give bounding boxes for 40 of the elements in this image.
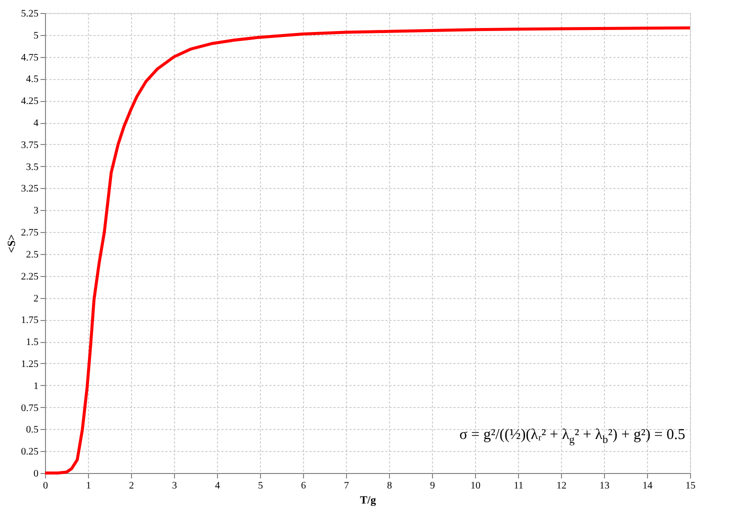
y-tick-label: 2	[34, 293, 38, 304]
x-axis-title: T/g	[360, 494, 376, 506]
y-tick-label: 2.75	[21, 228, 38, 239]
y-tick-label: 0.75	[21, 402, 38, 414]
y-tick-label: 4	[34, 118, 38, 130]
y-tick-label: 3.75	[21, 140, 38, 151]
y-tick-label: 0.25	[21, 446, 38, 458]
y-tick-label: 3.5	[26, 162, 38, 173]
y-tick-label: 1.25	[21, 358, 38, 370]
y-tick-label: 2.25	[21, 271, 38, 282]
x-tick-label: 8	[387, 480, 392, 492]
y-tick-label: 3	[34, 206, 38, 217]
y-tick-label: 2.5	[26, 249, 38, 260]
x-tick-label: 3	[172, 480, 177, 492]
y-tick-label: 5	[34, 30, 38, 42]
y-tick-label: 4.75	[21, 52, 38, 64]
y-tick-label: 1.5	[26, 337, 38, 348]
x-tick-label: 11	[514, 480, 524, 492]
y-tick-label: 1.75	[21, 315, 38, 326]
x-tick-label: 13	[600, 480, 610, 492]
x-tick-label: 15	[686, 480, 696, 492]
x-tick-label: 0	[43, 480, 48, 492]
x-tick-label: 4	[215, 480, 220, 492]
x-tick-label: 5	[258, 480, 263, 492]
y-tick-label: 1	[34, 380, 38, 392]
x-tick-label: 6	[301, 480, 306, 492]
x-tick-label: 7	[344, 480, 349, 492]
y-tick-label: 5.25	[21, 8, 38, 20]
y-tick-label: 4.25	[21, 96, 38, 108]
y-tick-label: 4.5	[26, 74, 38, 86]
x-tick-label: 14	[642, 480, 652, 492]
y-axis-title: <S>	[6, 234, 18, 253]
y-tick-label: 0	[34, 468, 38, 480]
x-tick-label: 10	[470, 480, 480, 492]
x-tick-label: 2	[129, 480, 134, 492]
y-tick-label: 0.5	[26, 424, 38, 436]
x-tick-label: 12	[556, 480, 566, 492]
x-tick-label: 9	[430, 480, 435, 492]
x-tick-label: 1	[86, 480, 91, 492]
y-tick-label: 3.25	[21, 184, 38, 195]
